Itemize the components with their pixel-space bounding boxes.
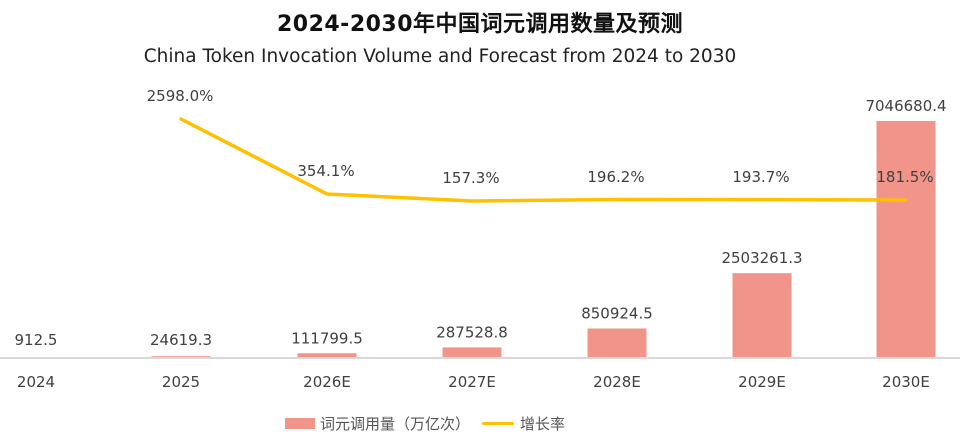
growth-value-label: 193.7% [732, 168, 789, 186]
x-tick-label: 2025 [162, 373, 200, 391]
growth-value-label: 196.2% [587, 168, 644, 186]
legend: 词元调用量（万亿次） 增长率 [285, 413, 565, 434]
legend-bar-swatch [285, 418, 315, 429]
growth-value-label: 2598.0% [147, 87, 214, 105]
x-tick-label: 2027E [448, 373, 496, 391]
x-axis-ticks: 2024 2025 2026E 2027E 2028E 2029E 2030E [17, 373, 930, 391]
bar-value-label: 287528.8 [436, 323, 508, 341]
bar [442, 347, 502, 357]
bar-value-label: 111799.5 [291, 329, 363, 347]
bar [587, 328, 647, 357]
legend-line-swatch [482, 422, 515, 425]
bar-value-label: 7046680.4 [865, 97, 946, 115]
bar-value-label: 2503261.3 [721, 249, 802, 267]
chart-subtitle: China Token Invocation Volume and Foreca… [143, 46, 737, 67]
bar [732, 273, 792, 357]
growth-line [179, 117, 908, 203]
x-tick-label: 2026E [303, 373, 351, 391]
legend-bar-label: 词元调用量（万亿次） [320, 415, 471, 433]
bar-value-label: 912.5 [15, 331, 58, 349]
bar [297, 353, 357, 357]
growth-line-series [179, 117, 908, 203]
x-tick-label: 2030E [882, 373, 930, 391]
x-tick-label: 2029E [738, 373, 786, 391]
x-tick-label: 2024 [17, 373, 55, 391]
legend-line-label: 增长率 [520, 415, 566, 433]
bar [876, 121, 936, 357]
growth-value-labels: 2598.0% 354.1% 157.3% 196.2% 193.7% 181.5% [147, 87, 934, 187]
bar-series [151, 121, 936, 357]
x-tick-label: 2028E [593, 373, 641, 391]
growth-value-label: 181.5% [876, 168, 933, 186]
bar-value-label: 850924.5 [581, 305, 653, 323]
bar-value-labels: 912.5 24619.3 111799.5 287528.8 850924.5 2503… [15, 97, 947, 349]
growth-value-label: 157.3% [442, 169, 499, 187]
growth-value-label: 354.1% [297, 162, 354, 180]
bar-value-label: 24619.3 [150, 331, 212, 349]
chart-title: 2024-2030年中国词元调用数量及预测 [276, 12, 684, 37]
bar [151, 356, 211, 357]
